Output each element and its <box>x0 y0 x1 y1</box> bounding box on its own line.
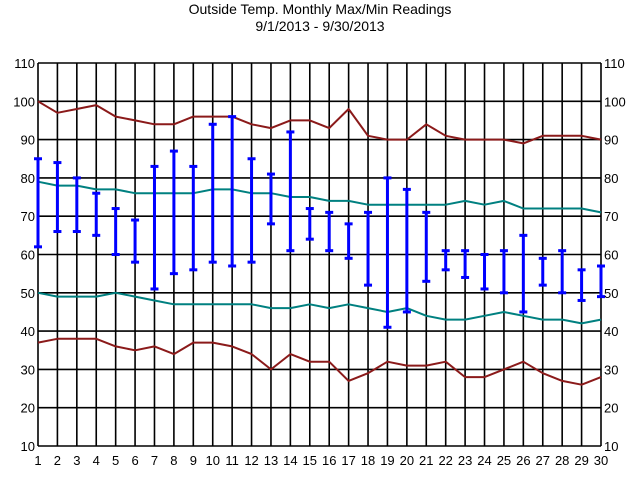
y-tick-label-left: 100 <box>13 94 35 109</box>
y-tick-label-left: 60 <box>21 248 35 263</box>
y-tick-label-left: 40 <box>21 324 35 339</box>
x-tick-label: 17 <box>341 453 355 468</box>
x-tick-label: 20 <box>400 453 414 468</box>
y-tick-label-right: 20 <box>604 401 618 416</box>
series-layer <box>37 100 602 386</box>
x-tick-label: 29 <box>574 453 588 468</box>
x-tick-label: 24 <box>477 453 491 468</box>
x-tick-label: 5 <box>112 453 119 468</box>
x-tick-label: 15 <box>303 453 317 468</box>
x-tick-label: 22 <box>438 453 452 468</box>
x-tick-label: 1 <box>34 453 41 468</box>
chart-title: Outside Temp. Monthly Max/Min Readings <box>189 1 452 17</box>
x-tick-label: 25 <box>497 453 511 468</box>
y-tick-label-right: 70 <box>604 209 618 224</box>
x-tick-label: 27 <box>536 453 550 468</box>
y-tick-label-right: 30 <box>604 362 618 377</box>
x-tick-label: 2 <box>54 453 61 468</box>
chart-subtitle: 9/1/2013 - 9/30/2013 <box>255 18 384 34</box>
x-tick-label: 23 <box>458 453 472 468</box>
x-tick-label: 7 <box>151 453 158 468</box>
x-tick-label: 19 <box>380 453 394 468</box>
y-tick-label-left: 90 <box>21 133 35 148</box>
x-tick-label: 16 <box>322 453 336 468</box>
grid <box>37 62 602 447</box>
x-tick-label: 30 <box>594 453 608 468</box>
y-tick-label-left: 20 <box>21 401 35 416</box>
y-tick-label-left: 30 <box>21 362 35 377</box>
y-tick-label-right: 90 <box>604 133 618 148</box>
x-tick-label: 4 <box>93 453 100 468</box>
tick-labels: 10 10 20 20 30 30 40 40 50 50 60 60 70 70 80 80 90 90 100 1… <box>13 56 625 468</box>
y-tick-label-right: 10 <box>604 439 618 454</box>
y-tick-label-right: 110 <box>604 56 625 71</box>
x-tick-label: 11 <box>225 453 239 468</box>
x-tick-label: 3 <box>73 453 80 468</box>
x-tick-label: 6 <box>131 453 138 468</box>
series-line-record-low <box>37 337 602 386</box>
x-tick-label: 8 <box>170 453 177 468</box>
y-tick-label-right: 80 <box>604 171 618 186</box>
x-tick-label: 28 <box>555 453 569 468</box>
y-tick-label-left: 70 <box>21 209 35 224</box>
y-tick-label-right: 100 <box>604 94 626 109</box>
x-tick-label: 10 <box>205 453 219 468</box>
x-tick-label: 13 <box>264 453 278 468</box>
y-tick-label-left: 80 <box>21 171 35 186</box>
x-tick-label: 26 <box>516 453 530 468</box>
x-tick-label: 21 <box>419 453 433 468</box>
y-tick-label-right: 50 <box>604 286 618 301</box>
x-tick-label: 18 <box>361 453 375 468</box>
x-tick-label: 9 <box>190 453 197 468</box>
y-tick-label-left: 110 <box>14 56 35 71</box>
series-line-average-low <box>37 291 602 325</box>
series-line-record-high <box>37 100 602 145</box>
y-tick-label-left: 10 <box>21 439 35 454</box>
y-tick-label-left: 50 <box>21 286 35 301</box>
y-tick-label-right: 60 <box>604 248 618 263</box>
x-tick-label: 12 <box>244 453 258 468</box>
daily-range-bars <box>34 115 605 329</box>
x-tick-label: 14 <box>283 453 297 468</box>
y-tick-label-right: 40 <box>604 324 618 339</box>
series-line-average-high <box>37 180 602 214</box>
